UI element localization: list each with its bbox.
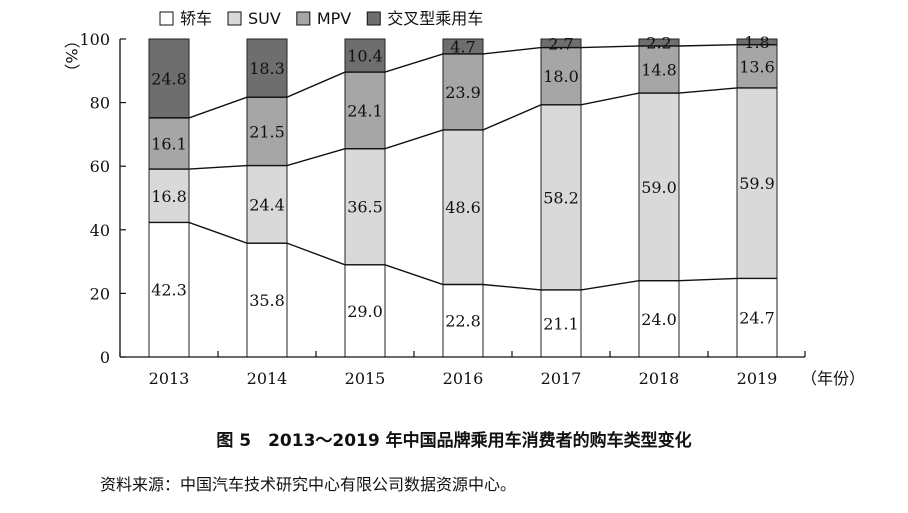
data-label: 2.2 [646, 33, 671, 52]
stacked-bar-chart: 轿车 SUV MPV 交叉型乘用车 42.3 16.8 16.1 24.8 35.8 24.4 2… [62, 9, 865, 388]
data-label: 16.8 [151, 187, 187, 206]
data-label: 22.8 [445, 312, 481, 331]
data-label: 58.2 [543, 188, 579, 207]
y-tick-label: 0 [100, 348, 110, 367]
series-boundary-line [149, 221, 777, 291]
data-label: 16.1 [151, 134, 187, 153]
bar-segment [638, 45, 680, 94]
legend-label: 交叉型乘用车 [387, 9, 483, 28]
data-label: 29.0 [347, 302, 383, 321]
bar-segment [148, 168, 190, 223]
bar-segment [246, 38, 288, 98]
y-axis-label: （%） [62, 32, 81, 79]
data-label: 2.7 [548, 34, 573, 53]
bar-segment [246, 165, 288, 244]
data-label: 48.6 [445, 198, 481, 217]
legend-swatch [366, 11, 381, 26]
bar-segment [736, 87, 778, 279]
y-tick-label: 80 [90, 94, 110, 113]
data-label: 24.7 [739, 309, 775, 328]
bar-segment [344, 71, 386, 150]
figure-caption: 图 5 2013～2019 年中国品牌乘用车消费者的购车类型变化 [216, 431, 692, 451]
data-label: 24.4 [249, 195, 285, 214]
x-tick-label: 2015 [345, 369, 386, 388]
data-label: 1.8 [744, 33, 769, 52]
axes: 0 20 40 60 80 100 2013 2014 2015 2016 2017 2018 2019… [62, 30, 865, 388]
bar-segment [540, 47, 582, 106]
legend-label: 轿车 [180, 9, 212, 28]
x-tick-label: 2016 [443, 369, 484, 388]
bars: 42.3 16.8 16.1 24.8 35.8 24.4 21.5 18.3 29.0 36.5… [148, 33, 778, 358]
data-label: 59.0 [641, 178, 677, 197]
bar-segment [540, 104, 582, 291]
x-tick-label: 2018 [639, 369, 680, 388]
y-tick-label: 40 [90, 221, 110, 240]
legend-label: SUV [248, 9, 281, 28]
data-label: 42.3 [151, 281, 187, 300]
y-tick-label: 100 [79, 30, 110, 49]
bar-segment [344, 38, 386, 73]
data-label: 18.3 [249, 59, 285, 78]
y-tick-label: 20 [90, 284, 110, 303]
x-tick-label: 2014 [247, 369, 288, 388]
x-tick-label: 2017 [541, 369, 582, 388]
data-label: 24.8 [151, 69, 187, 88]
data-label: 21.5 [249, 122, 285, 141]
legend-swatch [159, 11, 174, 26]
connector-lines [149, 44, 777, 291]
x-axis-label: （年份） [801, 369, 865, 388]
data-label: 36.5 [347, 198, 383, 217]
data-label: 18.0 [543, 67, 579, 86]
data-label: 14.8 [641, 61, 677, 80]
data-label: 35.8 [249, 291, 285, 310]
legend-label: MPV [317, 9, 351, 28]
series-boundary-line [149, 44, 777, 119]
data-label: 24.0 [641, 310, 677, 329]
y-tick-label: 60 [90, 157, 110, 176]
legend: 轿车 SUV MPV 交叉型乘用车 [159, 9, 483, 28]
source-note: 资料来源：中国汽车技术研究中心有限公司数据资源中心。 [100, 475, 517, 494]
bar-segment [638, 92, 680, 282]
x-tick-label: 2013 [149, 369, 190, 388]
bar-segment [540, 289, 582, 358]
data-label: 4.7 [450, 37, 475, 56]
data-label: 59.9 [739, 174, 775, 193]
data-label: 13.6 [739, 57, 775, 76]
data-label: 10.4 [347, 47, 383, 66]
data-label: 21.1 [543, 314, 579, 333]
legend-swatch [227, 11, 242, 26]
bar-segment [344, 148, 386, 266]
bar-segment [638, 280, 680, 358]
legend-swatch [296, 11, 311, 26]
bar-segment [148, 38, 190, 119]
data-label: 24.1 [347, 101, 383, 120]
x-tick-label: 2019 [737, 369, 778, 388]
series-boundary-line [149, 87, 777, 170]
bar-segment [148, 221, 190, 358]
data-label: 23.9 [445, 83, 481, 102]
